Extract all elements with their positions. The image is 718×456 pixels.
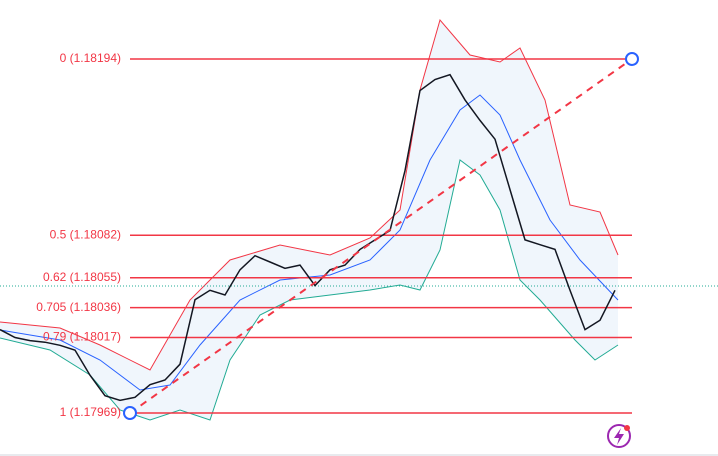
moving-average xyxy=(0,94,619,391)
fib-level-label: 0.79 (1.18017) xyxy=(43,330,121,344)
fib-level-label: 0 (1.18194) xyxy=(60,51,121,65)
anchor-handle[interactable] xyxy=(625,52,639,66)
bollinger-upper xyxy=(0,18,619,371)
fib-level-label: 0.5 (1.18082) xyxy=(50,227,121,241)
trend-line xyxy=(129,58,633,414)
price-line xyxy=(0,73,616,402)
fib-level-label: 0.62 (1.18055) xyxy=(43,270,121,284)
anchor-handle[interactable] xyxy=(123,406,137,420)
fib-level-label: 0.705 (1.18036) xyxy=(36,300,121,314)
logo-icon[interactable] xyxy=(607,424,631,448)
bollinger-fill xyxy=(0,20,618,420)
fib-level-label: 1 (1.17969) xyxy=(60,405,121,419)
bollinger-lower xyxy=(0,159,619,421)
